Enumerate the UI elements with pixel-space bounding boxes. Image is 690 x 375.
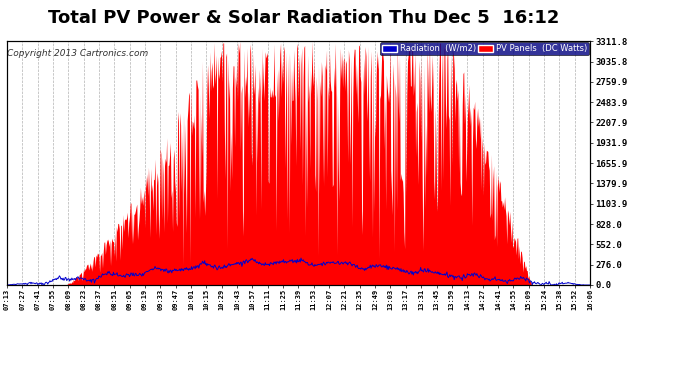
Text: Copyright 2013 Cartronics.com: Copyright 2013 Cartronics.com [8,49,149,58]
Text: Total PV Power & Solar Radiation Thu Dec 5  16:12: Total PV Power & Solar Radiation Thu Dec… [48,9,560,27]
Legend: Radiation  (W/m2), PV Panels  (DC Watts): Radiation (W/m2), PV Panels (DC Watts) [380,42,589,55]
